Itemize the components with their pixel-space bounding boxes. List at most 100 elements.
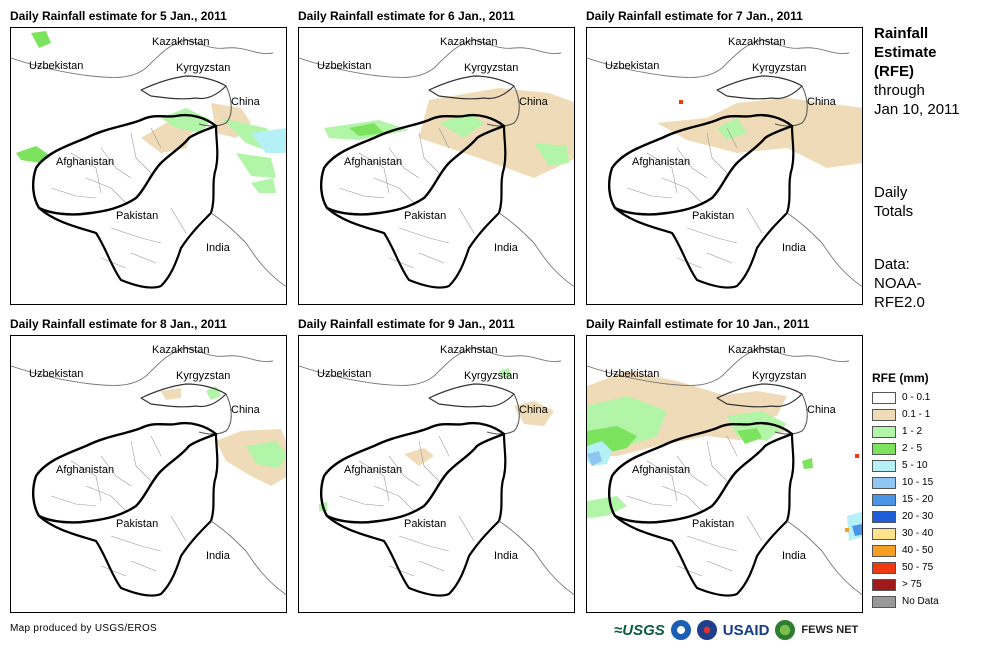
legend-swatch — [872, 544, 896, 557]
province-boundary — [626, 187, 673, 199]
legend-item: 10 - 15 — [872, 474, 939, 491]
usaid-logo: USAID — [722, 621, 770, 639]
country-label-kyrgyzstan: Kyrgyzstan — [752, 62, 807, 74]
rainfall-area — [534, 143, 569, 166]
province-boundary — [398, 535, 450, 552]
rainfall-area — [349, 123, 384, 136]
panel-title: Daily Rainfall estimate for 10 Jan., 201… — [586, 317, 810, 331]
rainfall-area — [657, 98, 862, 168]
country-label-pakistan: Pakistan — [116, 518, 159, 530]
legend-label: 1 - 2 — [902, 426, 923, 437]
country-boundary — [11, 347, 274, 386]
legend-title: RFE (mm) — [872, 371, 929, 385]
province-boundary — [458, 207, 475, 234]
country-boundary — [486, 85, 520, 127]
province-boundary — [130, 252, 157, 264]
province-boundary — [110, 535, 162, 552]
legend-item: 5 - 10 — [872, 457, 939, 474]
country-label-kazakhstan: Kazakhstan — [440, 36, 498, 48]
province-boundary — [706, 132, 728, 174]
country-label-uzbekistan: Uzbekistan — [29, 368, 84, 380]
sidebar-daily-line: Totals — [874, 203, 914, 220]
province-boundary — [388, 257, 415, 269]
country-boundary — [607, 113, 794, 216]
map-canvas — [587, 347, 862, 597]
country-boundary — [299, 39, 562, 78]
legend-label: 50 - 75 — [902, 562, 934, 573]
rainfall-map: Kazakhstan Uzbekistan Kyrgyzstan China Afgha… — [298, 27, 575, 305]
country-boundary — [774, 85, 808, 127]
province-boundary — [418, 560, 445, 572]
province-boundary — [338, 187, 385, 199]
province-boundary — [70, 152, 102, 194]
panel-title: Daily Rainfall estimate for 8 Jan., 2011 — [10, 317, 227, 331]
legend-label: 40 - 50 — [902, 545, 934, 556]
country-label-uzbekistan: Uzbekistan — [605, 368, 660, 380]
country-boundary — [198, 85, 232, 127]
province-boundary — [676, 455, 708, 487]
legend-swatch — [872, 527, 896, 540]
country-label-kyrgyzstan: Kyrgyzstan — [176, 370, 231, 382]
map-canvas — [11, 31, 286, 289]
province-boundary — [646, 152, 678, 194]
legend-label: 10 - 15 — [902, 477, 934, 488]
country-boundary — [319, 421, 506, 524]
country-label-uzbekistan: Uzbekistan — [317, 60, 372, 72]
country-boundary — [774, 393, 808, 435]
province-boundary — [418, 252, 445, 264]
sidebar-daily-totals: Daily Totals — [874, 183, 913, 221]
legend-swatch — [872, 595, 896, 608]
country-label-kazakhstan: Kazakhstan — [152, 344, 210, 356]
country-label-india: India — [782, 550, 806, 562]
rainfall-area — [499, 368, 511, 378]
country-boundary — [486, 393, 520, 435]
rainfall-area — [251, 128, 286, 153]
country-boundary — [498, 212, 574, 288]
country-label-india: India — [494, 550, 518, 562]
legend-item: > 75 — [872, 576, 939, 593]
sidebar-data-line: Data: — [874, 256, 910, 273]
province-boundary — [726, 435, 738, 457]
rainfall-area — [855, 454, 859, 458]
panel-title: Daily Rainfall estimate for 5 Jan., 2011 — [10, 9, 227, 23]
legend-item: No Data — [872, 593, 939, 610]
noaa-seal-icon — [670, 620, 691, 640]
legend-swatch — [872, 425, 896, 438]
country-boundary — [11, 39, 274, 78]
legend-swatch — [872, 476, 896, 489]
country-label-china: China — [807, 404, 836, 416]
rainfall-area — [419, 88, 574, 178]
province-boundary — [373, 177, 415, 204]
country-label-afghanistan: Afghanistan — [344, 156, 403, 168]
legend-label: 20 - 30 — [902, 511, 934, 522]
province-boundary — [418, 440, 440, 482]
province-boundary — [418, 132, 440, 174]
country-label-kazakhstan: Kazakhstan — [440, 344, 498, 356]
province-boundary — [726, 127, 738, 149]
province-boundary — [100, 257, 127, 269]
country-boundary — [319, 113, 506, 216]
legend-swatch — [872, 459, 896, 472]
sidebar-daily-line: Daily — [874, 184, 908, 201]
province-boundary — [170, 207, 187, 234]
country-label-india: India — [206, 242, 230, 254]
country-label-india: India — [494, 242, 518, 254]
country-boundary — [428, 383, 515, 408]
rainfall-area — [236, 153, 276, 178]
panel-title: Daily Rainfall estimate for 7 Jan., 2011 — [586, 9, 803, 23]
country-label-pakistan: Pakistan — [404, 210, 447, 222]
province-boundary — [626, 495, 673, 507]
country-boundary — [786, 212, 862, 288]
rainfall-panel-5-jan: Daily Rainfall estimate for 5 Jan., 2011… — [10, 9, 287, 307]
province-boundary — [85, 177, 127, 204]
country-label-afghanistan: Afghanistan — [344, 464, 403, 476]
nasa-seal-icon — [696, 620, 717, 640]
country-boundary — [587, 347, 850, 386]
country-boundary — [38, 125, 219, 289]
legend-label: > 75 — [902, 579, 922, 590]
rainfall-panel-10-jan: Daily Rainfall estimate for 10 Jan., 201… — [586, 317, 863, 615]
map-credit: Map produced by USGS/EROS — [10, 623, 158, 634]
rainfall-area — [251, 178, 276, 193]
rainfall-area — [404, 448, 434, 466]
country-boundary — [786, 520, 862, 596]
